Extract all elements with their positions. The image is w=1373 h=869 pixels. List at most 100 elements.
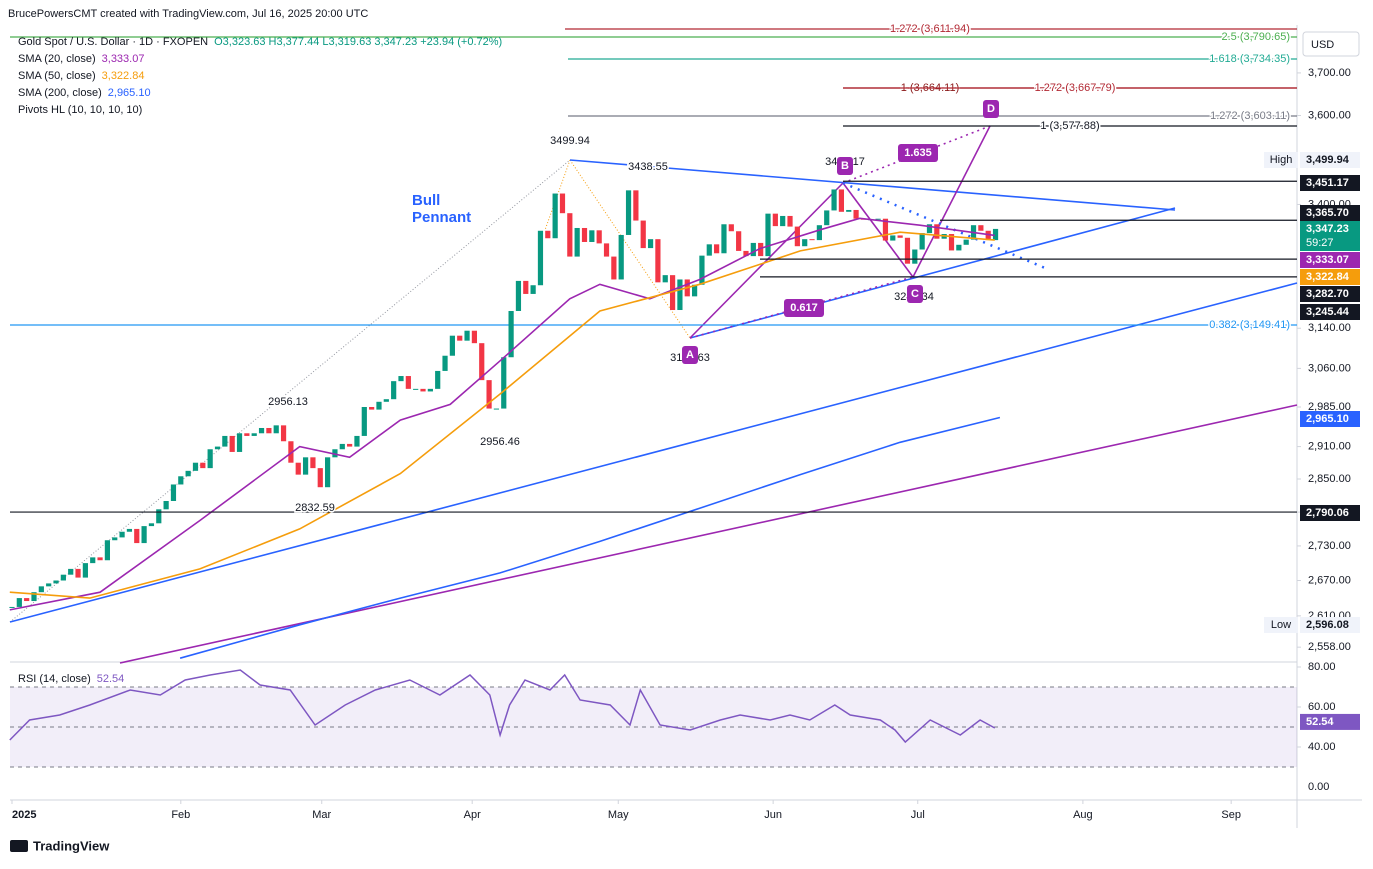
price-tag-bg <box>1300 617 1360 633</box>
ma-line <box>9 231 995 599</box>
candle-body <box>104 540 111 561</box>
fib-label: 0.382 (3,149.41) <box>1209 319 1290 331</box>
candle-body <box>97 557 103 561</box>
candle-body <box>728 224 734 232</box>
candle-body <box>567 213 573 257</box>
candle-body <box>501 357 507 409</box>
y-tick-label: 2,910.00 <box>1308 440 1351 452</box>
candle-body <box>824 210 830 226</box>
fib-label: 1.272 (3,603.11) <box>1210 110 1290 122</box>
y-tick-label: 2,670.00 <box>1308 574 1351 586</box>
candle-body <box>919 233 925 250</box>
price-tag: 3,451.17 <box>1306 177 1349 189</box>
fib-label: 1.272 (3,611.94) <box>890 23 970 35</box>
pattern-label: A <box>686 349 694 361</box>
candle-body <box>736 231 742 251</box>
price-tag-bg <box>1300 269 1360 285</box>
candle-body <box>435 370 441 389</box>
candle-body <box>325 457 331 488</box>
candle-body <box>853 209 859 219</box>
candle-body <box>310 457 316 469</box>
candle-body <box>802 239 808 247</box>
candle-body <box>126 528 133 532</box>
tag-note: Low <box>1271 619 1291 631</box>
price-tag: 3,333.07 <box>1306 254 1349 266</box>
candle-body <box>669 275 676 311</box>
drawing <box>9 159 571 623</box>
price-tag: 3,322.84 <box>1306 271 1350 283</box>
x-tick-label: Jun <box>764 809 782 821</box>
candle-body <box>398 376 404 382</box>
price-annotation: 2832.59 <box>295 502 335 514</box>
candle-body <box>90 557 96 564</box>
candle-body <box>765 213 771 257</box>
candle-body <box>897 235 903 238</box>
price-tag: 3,245.44 <box>1306 306 1350 318</box>
candle-body <box>772 213 778 227</box>
candle-body <box>75 568 81 578</box>
candle-body <box>589 230 595 242</box>
tag-note-bg <box>1264 617 1298 633</box>
candle-body <box>471 330 478 344</box>
candle-body <box>890 235 896 241</box>
candle-body <box>148 523 155 527</box>
legend-entry: Gold Spot / U.S. Dollar · 1D · FXOPEN O3,… <box>18 36 502 48</box>
tag-note-bg <box>1264 152 1298 168</box>
pattern-label: D <box>987 103 995 115</box>
x-tick-label: Apr <box>464 809 481 821</box>
price-tag-bg <box>1300 505 1360 521</box>
legend-value: 3,322.84 <box>102 70 145 82</box>
title-annotation: Bull Pennant <box>412 192 472 226</box>
price-annotation: 2956.46 <box>480 436 520 448</box>
candle-body <box>258 427 265 434</box>
candle-body <box>780 215 786 227</box>
pattern-label: B <box>841 160 849 172</box>
candle-body <box>978 225 984 231</box>
fib-label: 1.272 (3,667.79) <box>1035 82 1116 94</box>
rsi-y-tick-label: 60.00 <box>1308 701 1336 713</box>
candle-body <box>523 280 529 294</box>
rsi-y-tick-label: 40.00 <box>1308 741 1336 753</box>
rsi-y-tick-label: 80.00 <box>1308 661 1336 673</box>
price-tag-bg <box>1300 286 1360 302</box>
price-tag: 3,365.70 <box>1306 207 1349 219</box>
candle-body <box>60 574 66 581</box>
candle-body <box>706 244 712 256</box>
candle-body <box>596 230 602 244</box>
candle-body <box>112 537 118 541</box>
candle-body <box>926 224 933 234</box>
candle-body <box>985 230 991 241</box>
price-tag-bg <box>1300 175 1360 191</box>
rsi-value: 52.54 <box>97 673 125 685</box>
candle-body <box>581 227 588 242</box>
currency-box[interactable] <box>1302 31 1360 57</box>
candle-body <box>552 193 558 239</box>
rsi-line <box>9 669 996 744</box>
drawing <box>544 159 571 231</box>
y-tick-label: 2,850.00 <box>1308 473 1351 485</box>
candle-body <box>537 230 544 286</box>
price-annotation: 3438.55 <box>628 161 668 173</box>
legend-name: SMA (50, close) <box>18 70 96 82</box>
candle-body <box>611 256 617 280</box>
fib-label: 1 (3,577.88) <box>1040 120 1099 132</box>
candle-body <box>758 242 764 257</box>
tag-note: High <box>1270 154 1293 166</box>
candle-body <box>156 509 162 524</box>
candle-body <box>134 528 140 544</box>
legend-entry: SMA (200, close) 2,965.10 <box>18 87 151 99</box>
pattern-label-bg <box>682 346 698 364</box>
candle-body <box>420 388 426 392</box>
candle-body <box>354 435 360 447</box>
candle-body <box>413 388 419 390</box>
candle-body <box>486 380 492 409</box>
candle-body <box>163 500 169 510</box>
legend-value: O3,323.63 H3,377.44 L3,319.63 3,347.23 +… <box>214 36 502 48</box>
candle-body <box>838 189 845 212</box>
x-tick-label: Sep <box>1221 809 1241 821</box>
candle-body <box>633 190 639 221</box>
candle-body <box>699 255 705 285</box>
candle-body <box>273 425 279 434</box>
candle-body <box>647 239 654 249</box>
